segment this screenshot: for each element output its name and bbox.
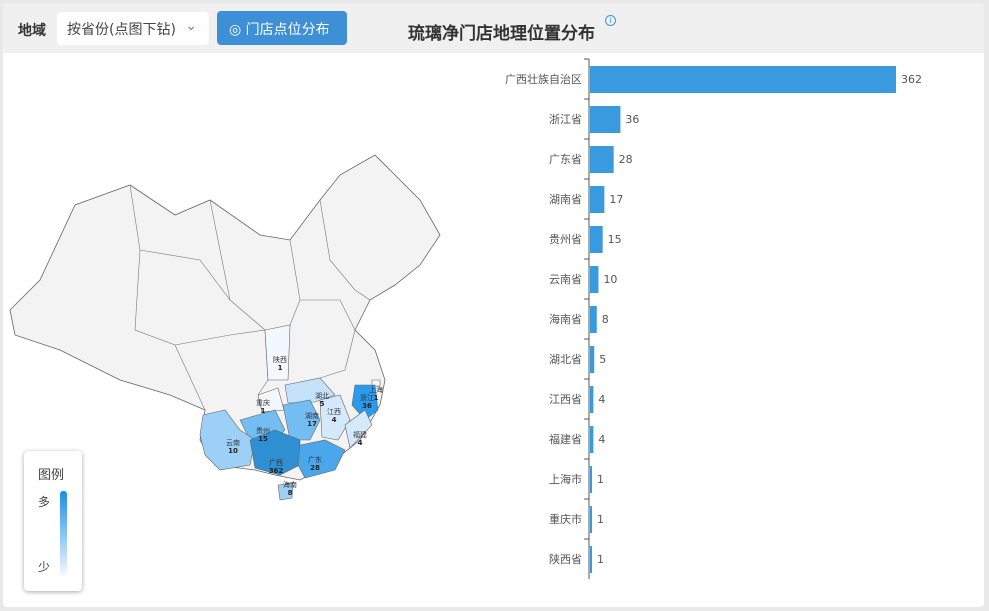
category-label: 浙江省: [549, 113, 582, 126]
province-name-label: 云南: [226, 438, 240, 447]
province-value-label: 4: [358, 439, 363, 447]
province-value-label: 8: [288, 489, 293, 497]
legend-title: 图例: [38, 468, 65, 483]
province-region[interactable]: [351, 384, 379, 421]
province-region[interactable]: [282, 399, 321, 441]
category-label: 广西壮族自治区: [505, 72, 582, 86]
bar[interactable]: [590, 186, 605, 213]
bar[interactable]: [590, 146, 614, 173]
bar[interactable]: [590, 226, 603, 253]
province-region[interactable]: [199, 409, 256, 471]
province-borders: [129, 184, 371, 411]
category-label: 湖南省: [549, 193, 582, 206]
value-label: 4: [598, 393, 605, 406]
header-bar: 地域 按省份(点图下钻) ⌄ ◎ 门店点位分布 琉璃净门店地理位置分布 i: [3, 3, 984, 53]
province-value-label: 1: [261, 407, 266, 415]
province-region[interactable]: [297, 439, 346, 479]
province-name-label: 陕西: [273, 355, 287, 364]
province-region[interactable]: [319, 394, 351, 441]
province-region[interactable]: [344, 409, 373, 449]
value-label: 36: [625, 113, 639, 126]
province-name-label: 重庆: [256, 398, 270, 407]
bar[interactable]: [590, 426, 594, 453]
province-value-label: 1: [374, 394, 379, 402]
store-distribution-button[interactable]: ◎ 门店点位分布: [217, 11, 347, 45]
legend-low-label: 少: [38, 560, 51, 574]
bar[interactable]: [590, 386, 594, 413]
province-name-label: 贵州: [256, 426, 270, 435]
info-icon[interactable]: i: [605, 15, 616, 26]
province-region[interactable]: [277, 482, 294, 501]
category-label: 江西省: [549, 393, 582, 406]
bar[interactable]: [590, 506, 592, 533]
legend-gradient-slider[interactable]: [60, 491, 67, 575]
province-name-label: 湖南: [305, 411, 319, 420]
category-label: 广东省: [549, 153, 582, 166]
location-pin-icon: ◎: [229, 22, 242, 38]
province-name-label: 广西: [269, 458, 283, 467]
category-label: 云南省: [549, 273, 582, 286]
value-label: 1: [597, 553, 604, 566]
province-name-label: 湖北: [315, 391, 329, 400]
bar[interactable]: [590, 106, 621, 133]
province-value-label: 4: [332, 416, 337, 424]
value-label: 1: [597, 473, 604, 486]
province-value-label: 36: [362, 402, 372, 410]
province-name-label: 浙江: [360, 393, 374, 402]
value-label: 4: [598, 433, 605, 446]
value-label: 1: [597, 513, 604, 526]
region-select[interactable]: 按省份(点图下钻) ⌄: [57, 12, 209, 45]
province-value-label: 5: [320, 400, 325, 408]
region-select-value: 按省份(点图下钻): [67, 22, 176, 38]
value-label: 5: [599, 353, 606, 366]
category-label: 上海市: [549, 472, 582, 486]
value-label: 17: [609, 193, 623, 206]
bar[interactable]: [590, 546, 592, 573]
province-value-label: 17: [307, 420, 317, 428]
category-label: 福建省: [549, 432, 582, 446]
category-label: 重庆市: [549, 512, 582, 526]
region-label: 地域: [18, 23, 46, 39]
province-value-label: 15: [258, 435, 268, 443]
value-label: 28: [619, 153, 633, 166]
category-label: 陕西省: [549, 552, 582, 566]
province-name-label: 海南: [283, 480, 297, 489]
province-value-label: 362: [269, 467, 284, 475]
province-name-label: 上海: [369, 385, 383, 394]
bar[interactable]: [590, 466, 592, 493]
province-value-label: 28: [310, 464, 320, 472]
chevron-down-icon: ⌄: [185, 18, 197, 34]
bar[interactable]: [590, 306, 597, 333]
province-value-label: 1: [278, 364, 283, 372]
category-label: 贵州省: [549, 233, 582, 246]
value-label: 15: [608, 233, 622, 246]
legend-high-label: 多: [38, 495, 51, 509]
province-name-label: 江西: [327, 408, 341, 416]
value-label: 362: [901, 73, 922, 86]
legend: 图例 多 少: [24, 451, 82, 591]
province-name-label: 广东: [308, 455, 322, 464]
bar[interactable]: [590, 66, 896, 93]
value-label: 10: [603, 273, 617, 286]
store-button-label: 门店点位分布: [245, 22, 330, 38]
category-label: 海南省: [549, 312, 582, 326]
bar[interactable]: [590, 346, 595, 373]
value-label: 8: [602, 313, 609, 326]
page-title: 琉璃净门店地理位置分布: [408, 24, 595, 44]
category-label: 湖北省: [549, 353, 582, 366]
province-region[interactable]: [371, 379, 381, 387]
bar[interactable]: [590, 266, 599, 293]
province-value-label: 10: [228, 447, 238, 455]
province-region[interactable]: [264, 324, 291, 381]
province-name-label: 福建: [353, 430, 367, 439]
